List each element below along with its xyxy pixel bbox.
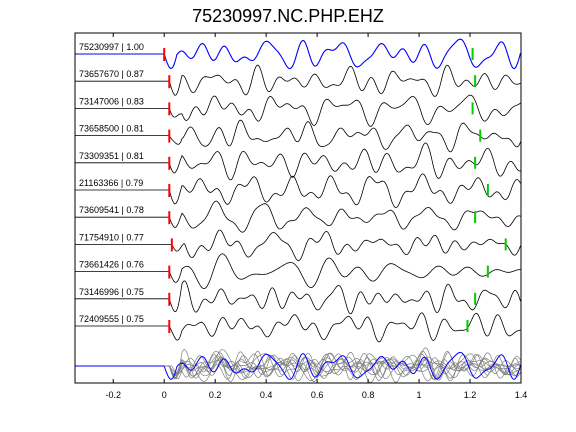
x-tick-label: 1.4	[515, 390, 528, 400]
trace-label: 73657670 | 0.87	[79, 69, 144, 79]
stack-layer	[75, 347, 521, 383]
picks-layer	[163, 48, 507, 333]
x-tick-label: -0.2	[105, 390, 121, 400]
stack-reference-line	[75, 351, 521, 380]
trace-line	[75, 312, 521, 343]
trace-label: 73146996 | 0.75	[79, 287, 144, 297]
trace-label: 73658500 | 0.81	[79, 124, 144, 134]
trace-label: 71754910 | 0.77	[79, 232, 144, 242]
trace-label: 75230997 | 1.00	[79, 42, 144, 52]
x-tick-label: 0	[162, 390, 167, 400]
traces-layer	[75, 38, 521, 343]
trace-line	[75, 119, 521, 153]
trace-label: 73609541 | 0.78	[79, 205, 144, 215]
trace-label: 21163366 | 0.79	[79, 178, 143, 188]
trace-label: 72409555 | 0.75	[79, 314, 144, 324]
labels-layer: 75230997 | 1.00 73657670 | 0.87 73147006 |…	[79, 42, 144, 324]
trace-line	[75, 253, 521, 289]
x-tick-label: 1	[417, 390, 422, 400]
axes-box	[74, 32, 522, 384]
x-tick-label: 0.8	[362, 390, 375, 400]
x-tick-label: 1.2	[464, 390, 477, 400]
trace-label: 73147006 | 0.83	[79, 96, 144, 106]
trace-line	[75, 142, 521, 181]
reference-trace-line	[75, 38, 521, 70]
trace-line	[75, 64, 521, 97]
x-tick-label: 0.2	[209, 390, 222, 400]
trace-line	[75, 173, 521, 209]
trace-line	[75, 94, 521, 127]
x-tick-label: 0.4	[260, 390, 273, 400]
trace-line	[75, 229, 521, 262]
x-tick-label: 0.6	[311, 390, 324, 400]
x-axis: -0.2 0 0.2 0.4 0.6 0.8 1 1.2 1.4	[105, 33, 527, 400]
trace-line	[75, 280, 521, 315]
trace-label: 73309351 | 0.81	[79, 151, 144, 161]
trace-line	[75, 200, 521, 233]
chart-title: 75230997.NC.PHP.EHZ	[192, 6, 384, 26]
trace-label: 73661426 | 0.76	[79, 260, 144, 270]
